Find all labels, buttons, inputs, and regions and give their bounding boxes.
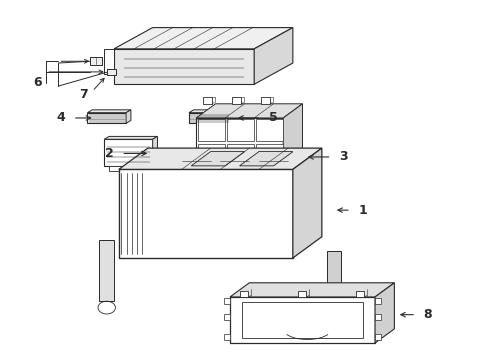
Polygon shape <box>196 104 302 118</box>
Bar <box>256 120 282 141</box>
Polygon shape <box>104 49 114 74</box>
Polygon shape <box>196 118 283 168</box>
Bar <box>242 302 362 338</box>
Text: 4: 4 <box>57 112 65 125</box>
Bar <box>232 98 241 104</box>
Bar <box>355 291 364 297</box>
Bar <box>106 69 116 76</box>
Polygon shape <box>152 136 157 166</box>
Bar <box>198 144 224 166</box>
Bar <box>224 298 229 304</box>
Text: 7: 7 <box>79 89 87 102</box>
Polygon shape <box>104 139 152 166</box>
Polygon shape <box>292 148 321 258</box>
Bar <box>374 314 380 320</box>
Polygon shape <box>239 152 292 166</box>
Polygon shape <box>188 110 234 113</box>
Polygon shape <box>254 28 292 84</box>
Polygon shape <box>374 283 393 343</box>
Bar <box>374 298 380 304</box>
Polygon shape <box>126 110 131 123</box>
Bar <box>224 334 229 339</box>
Polygon shape <box>326 251 341 301</box>
Text: 6: 6 <box>33 76 41 89</box>
Bar <box>90 57 102 65</box>
Text: 1: 1 <box>357 204 366 217</box>
Bar <box>224 314 229 320</box>
Polygon shape <box>283 104 302 168</box>
Bar <box>256 144 282 166</box>
Polygon shape <box>119 148 321 169</box>
Polygon shape <box>229 297 374 343</box>
Bar <box>239 291 248 297</box>
Text: 8: 8 <box>423 308 431 321</box>
Text: 5: 5 <box>268 112 277 125</box>
Bar <box>261 98 269 104</box>
Text: 2: 2 <box>105 147 114 160</box>
Polygon shape <box>191 152 244 166</box>
Polygon shape <box>229 283 393 297</box>
Polygon shape <box>239 152 292 166</box>
Bar <box>374 334 380 339</box>
Polygon shape <box>87 113 126 123</box>
Polygon shape <box>191 152 244 166</box>
Polygon shape <box>104 136 157 139</box>
Bar <box>109 166 147 171</box>
Polygon shape <box>119 169 292 258</box>
Polygon shape <box>99 240 114 301</box>
Polygon shape <box>114 49 254 84</box>
Bar <box>226 120 253 141</box>
Bar <box>198 120 224 141</box>
Polygon shape <box>188 113 229 123</box>
Text: 3: 3 <box>338 150 346 163</box>
Bar <box>226 144 253 166</box>
Polygon shape <box>229 110 234 123</box>
Bar <box>297 291 306 297</box>
Polygon shape <box>87 110 131 113</box>
Bar <box>203 98 212 104</box>
Polygon shape <box>114 28 292 49</box>
